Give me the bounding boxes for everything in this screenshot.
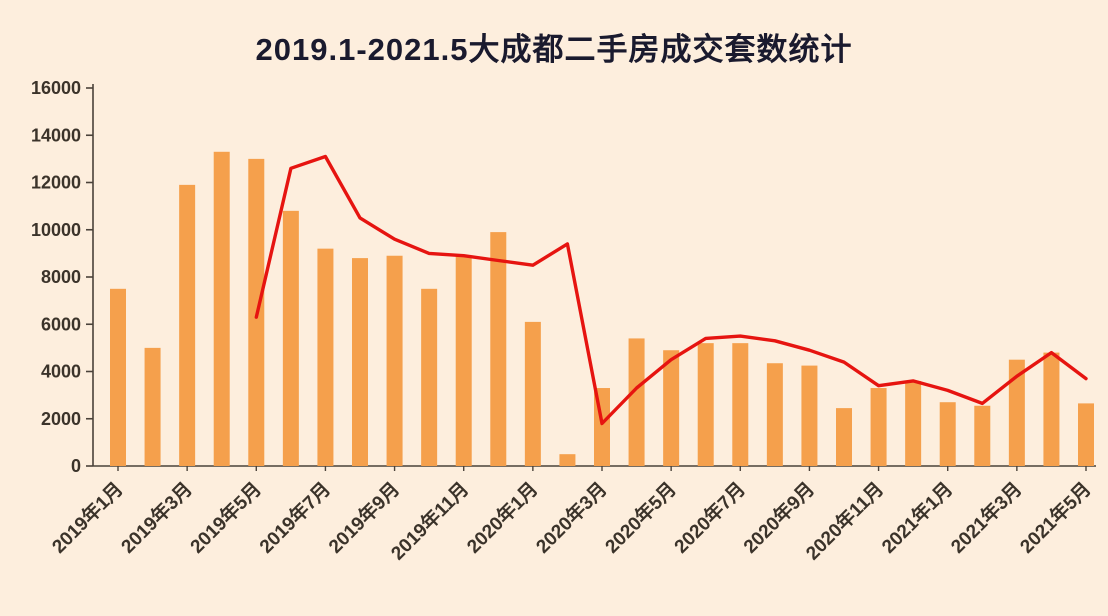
y-tick-label: 4000 [41,362,81,382]
chart-title: 2019.1-2021.5大成都二手房成交套数统计 [255,32,853,67]
bar-2019年8月 [352,258,368,466]
trend-line [254,154,1088,426]
bar-2020年1月 [524,321,541,466]
x-tick-label: 2020年7月 [669,477,749,557]
bar-2019年1月 [110,288,126,466]
bar-2019年12月 [490,232,507,466]
y-tick-label: 12000 [31,173,81,193]
bar-2021年1月 [939,402,956,466]
x-tick-label: 2020年5月 [600,477,680,557]
bar-2020年8月 [766,363,783,466]
bar-2019年9月 [386,255,403,466]
y-tick-label: 2000 [41,409,81,429]
bar-2019年7月 [317,248,334,466]
x-tick-label: 2019年7月 [254,477,334,557]
bar-2020年2月 [559,454,576,466]
x-tick-label: 2019年3月 [116,477,196,557]
y-tick-label: 16000 [31,78,81,98]
bar-2020年7月 [732,343,749,466]
bar-2020年9月 [801,365,818,466]
bar-2020年5月 [663,350,680,466]
x-tick-label: 2019年1月 [47,477,127,557]
y-tick-label: 0 [71,456,81,476]
bar-2019年3月 [179,184,196,467]
y-tick-label: 8000 [41,267,81,287]
bar-2019年6月 [282,210,299,466]
x-tick-label: 2020年3月 [531,477,611,557]
bar-2020年11月 [870,388,887,466]
bar-2020年4月 [628,338,645,466]
bar-2021年4月 [1043,352,1060,466]
bar-2020年12月 [905,380,922,466]
x-tick-label: 2021年1月 [877,477,957,557]
y-tick-label: 14000 [31,125,81,145]
x-tick-label: 2019年5月 [185,477,265,557]
bar-2021年5月 [1078,403,1094,466]
bar-2019年4月 [213,151,230,466]
bar-2019年2月 [144,347,161,466]
bar-2020年6月 [697,343,714,466]
bar-2021年3月 [1008,359,1025,466]
bar-2021年2月 [974,405,991,466]
x-tick-label: 2021年5月 [1015,477,1095,557]
y-tick-label: 10000 [31,220,81,240]
x-tick-label: 2021年3月 [946,477,1026,557]
bar-2020年10月 [836,408,852,466]
bar-2019年10月 [421,288,438,466]
x-tick-label: 2020年1月 [462,477,542,557]
bar-2019年11月 [455,255,472,466]
y-tick-label: 6000 [41,314,81,334]
